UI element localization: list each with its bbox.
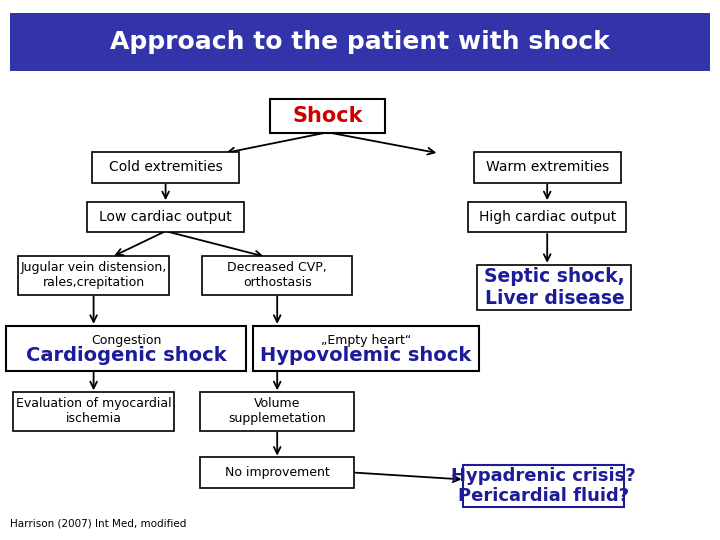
Text: Septic shock,
Liver disease: Septic shock, Liver disease xyxy=(484,267,625,308)
Text: Cardiogenic shock: Cardiogenic shock xyxy=(26,346,226,365)
Text: No improvement: No improvement xyxy=(225,466,330,479)
FancyBboxPatch shape xyxy=(271,99,384,133)
Text: „Empty heart“: „Empty heart“ xyxy=(320,334,411,347)
Text: Cold extremities: Cold extremities xyxy=(109,160,222,174)
FancyBboxPatch shape xyxy=(6,326,246,371)
FancyBboxPatch shape xyxy=(19,256,168,295)
Text: Approach to the patient with shock: Approach to the patient with shock xyxy=(110,30,610,54)
FancyBboxPatch shape xyxy=(468,202,626,232)
FancyBboxPatch shape xyxy=(200,392,354,431)
Text: Hypadrenic crisis?
Pericardial fluid?: Hypadrenic crisis? Pericardial fluid? xyxy=(451,467,636,505)
FancyBboxPatch shape xyxy=(477,265,631,310)
Text: Volume
supplemetation: Volume supplemetation xyxy=(228,397,326,426)
Text: Jugular vein distension,
rales,crepitation: Jugular vein distension, rales,crepitati… xyxy=(20,261,167,289)
FancyBboxPatch shape xyxy=(10,13,710,71)
Text: Harrison (2007) Int Med, modified: Harrison (2007) Int Med, modified xyxy=(10,518,186,528)
Text: Low cardiac output: Low cardiac output xyxy=(99,210,232,224)
Text: Warm extremities: Warm extremities xyxy=(485,160,609,174)
FancyBboxPatch shape xyxy=(200,457,354,488)
Text: Decreased CVP,
orthostasis: Decreased CVP, orthostasis xyxy=(228,261,327,289)
FancyBboxPatch shape xyxy=(13,392,174,431)
Text: Hypovolemic shock: Hypovolemic shock xyxy=(260,346,472,365)
Text: Congestion: Congestion xyxy=(91,334,161,347)
FancyBboxPatch shape xyxy=(92,152,239,183)
FancyBboxPatch shape xyxy=(463,464,624,508)
Text: Shock: Shock xyxy=(292,106,363,126)
Text: Evaluation of myocardial
ischemia: Evaluation of myocardial ischemia xyxy=(16,397,171,426)
FancyBboxPatch shape xyxy=(202,256,353,295)
FancyBboxPatch shape xyxy=(87,202,245,232)
FancyBboxPatch shape xyxy=(253,326,479,371)
Text: High cardiac output: High cardiac output xyxy=(479,210,616,224)
FancyBboxPatch shape xyxy=(474,152,621,183)
